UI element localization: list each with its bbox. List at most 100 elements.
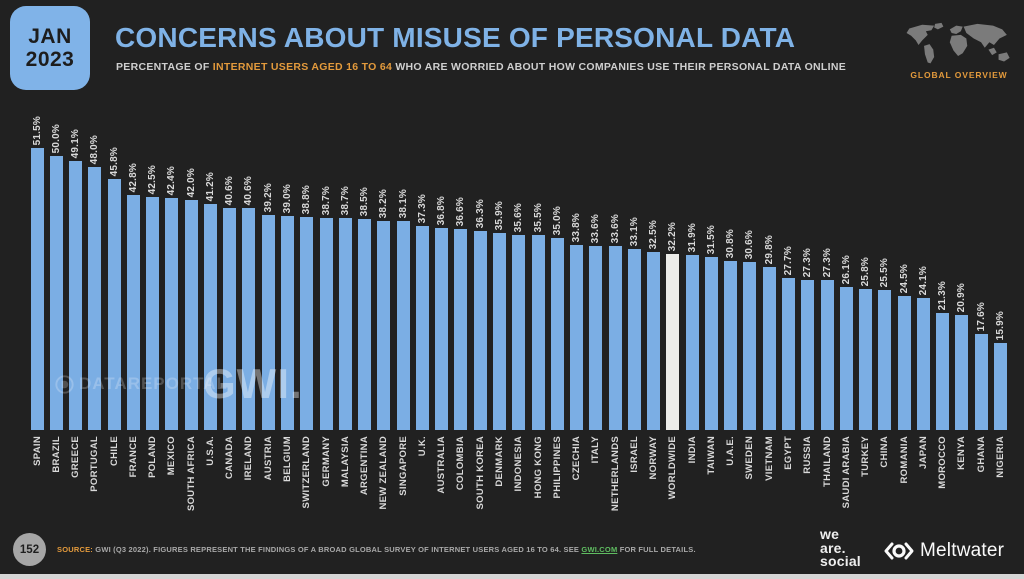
bar-colombia	[454, 229, 468, 430]
value-label: 15.9%	[995, 310, 1006, 340]
we-are-social-logo: we are. social	[820, 527, 861, 569]
value-label: 42.5%	[147, 164, 159, 194]
category-label: AUSTRIA	[262, 436, 274, 481]
category-label: FRANCE	[127, 436, 139, 478]
category-label: BELGIUM	[282, 436, 293, 482]
bar-canada	[223, 208, 237, 430]
value-label: 33.8%	[571, 212, 583, 242]
bar-kenya	[955, 315, 969, 430]
category-label: WORLDWIDE	[667, 436, 679, 500]
bar-sweden	[743, 262, 757, 430]
source-note: SOURCE: GWI (Q3 2022). FIGURES REPRESENT…	[57, 545, 696, 554]
category-label: CHILE	[108, 436, 120, 466]
source-label: SOURCE:	[57, 545, 93, 554]
value-label: 36.8%	[436, 195, 448, 225]
category-label: AUSTRALIA	[436, 436, 448, 494]
category-label: GREECE	[70, 436, 82, 478]
value-label: 35.5%	[532, 202, 544, 232]
bar-netherlands	[608, 246, 622, 430]
value-label: 37.3%	[416, 193, 428, 223]
value-label: 30.8%	[725, 228, 737, 258]
meltwater-logo: Meltwater	[884, 540, 1004, 562]
bar-greece	[69, 161, 83, 430]
bar-japan	[916, 298, 930, 430]
bar-portugal	[88, 167, 102, 430]
category-label: SOUTH AFRICA	[185, 436, 197, 512]
category-label: JAPAN	[917, 436, 929, 469]
category-label: SPAIN	[31, 436, 43, 466]
category-label: BRAZIL	[50, 436, 62, 473]
value-label: 51.5%	[31, 115, 43, 145]
category-label: SWEDEN	[744, 436, 756, 480]
value-label: 25.5%	[879, 257, 891, 287]
bar-singapore	[396, 221, 410, 430]
value-label: 41.2%	[204, 171, 216, 201]
overview-label: GLOBAL OVERVIEW	[910, 70, 1008, 80]
category-label: INDIA	[686, 436, 698, 464]
value-label: 49.1%	[70, 128, 82, 158]
value-label: 24.5%	[898, 263, 910, 293]
bar-new-zealand	[377, 221, 391, 430]
value-label: 36.3%	[474, 198, 486, 228]
category-label: EGYPT	[783, 436, 795, 470]
bar-vietnam	[762, 267, 776, 430]
bar-norway	[647, 252, 661, 430]
value-label: 35.0%	[551, 205, 563, 235]
value-label: 27.3%	[821, 247, 833, 277]
value-label: 31.5%	[705, 224, 717, 254]
value-label: 35.9%	[493, 200, 505, 230]
bar-nigeria	[994, 343, 1007, 430]
value-label: 27.7%	[783, 245, 795, 275]
category-label: HONG KONG	[532, 436, 544, 499]
value-label: 38.5%	[359, 186, 371, 216]
value-label: 38.1%	[397, 188, 409, 218]
value-label: 50.0%	[50, 123, 62, 153]
meltwater-text: Meltwater	[920, 540, 1005, 561]
datareportal-text: DATAREPORTAL	[79, 374, 228, 393]
value-label: 38.7%	[339, 185, 351, 215]
category-label: TURKEY	[860, 436, 872, 477]
subtitle-prefix: PERCENTAGE OF	[116, 61, 213, 73]
subtitle-suffix: WHO ARE WORRIED ABOUT HOW COMPANIES USE …	[392, 61, 847, 73]
category-label: COLOMBIA	[455, 436, 467, 491]
bar-denmark	[492, 233, 506, 430]
bottom-edge-strip	[0, 574, 1024, 579]
value-label: 39.0%	[282, 183, 293, 213]
category-label: ROMANIA	[898, 436, 910, 484]
category-label: NORWAY	[648, 436, 660, 480]
category-label: VIETNAM	[763, 436, 775, 481]
bar-austria	[261, 215, 275, 430]
source-link[interactable]: GWI.COM	[581, 545, 618, 554]
bar-ireland	[242, 208, 256, 430]
bar-brazil	[49, 156, 63, 430]
bar-morocco	[936, 313, 950, 430]
bar-china	[878, 290, 892, 430]
category-label: SINGAPORE	[397, 436, 409, 496]
value-label: 48.0%	[89, 134, 101, 164]
category-label: GERMANY	[320, 436, 332, 487]
was-line-3: social	[820, 553, 861, 569]
bar-belgium	[281, 216, 294, 430]
category-label: MOROCCO	[937, 436, 949, 489]
value-label: 40.6%	[243, 175, 255, 205]
page-number-badge: 152	[13, 533, 46, 566]
category-label: INDONESIA	[513, 436, 525, 492]
bar-south-korea	[473, 231, 487, 430]
bar-poland	[146, 197, 160, 430]
date-month: JAN	[28, 25, 72, 48]
date-year: 2023	[25, 48, 75, 71]
bar-egypt	[782, 278, 796, 430]
category-label: NEW ZEALAND	[378, 436, 390, 510]
category-label: IRELAND	[243, 436, 255, 481]
value-label: 38.7%	[320, 185, 332, 215]
category-label: NIGERIA	[995, 436, 1006, 478]
category-label: TAIWAN	[705, 436, 717, 475]
value-label: 42.0%	[185, 167, 197, 197]
bar-mexico	[165, 198, 179, 430]
category-label: ISRAEL	[628, 436, 640, 473]
page-number: 152	[19, 543, 40, 556]
bar-ghana	[974, 334, 988, 430]
category-label: DENMARK	[493, 436, 505, 487]
